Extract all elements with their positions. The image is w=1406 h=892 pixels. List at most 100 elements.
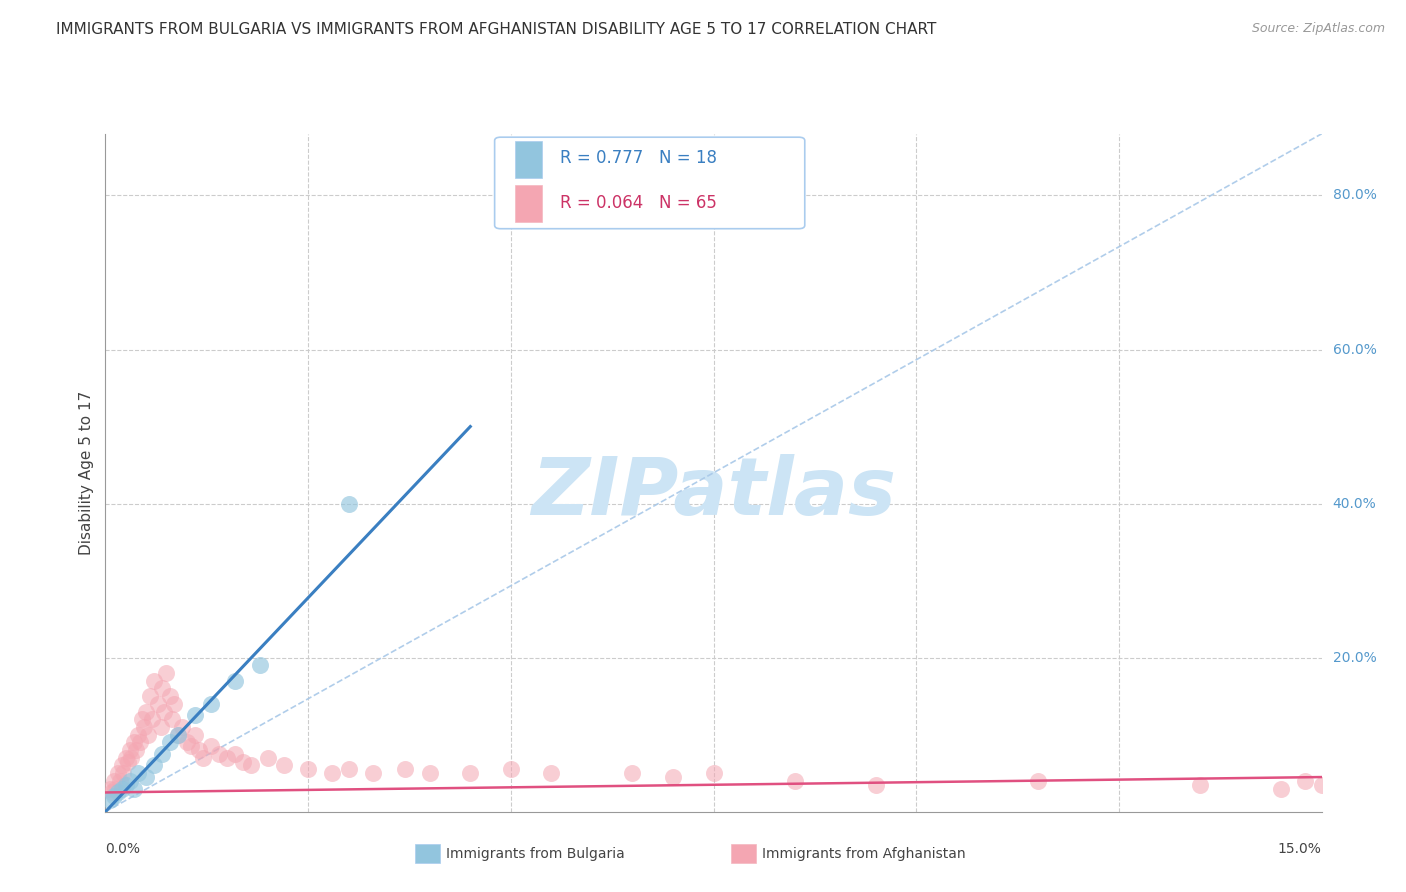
Point (114, 751, 136, 765)
Text: 60.0%: 60.0% (1333, 343, 1376, 357)
Point (172, 720, 194, 734)
Point (176, 735, 198, 749)
Point (183, 728, 205, 742)
Text: Immigrants from Afghanistan: Immigrants from Afghanistan (762, 847, 966, 861)
Point (180, 739, 202, 754)
Text: 15.0%: 15.0% (1278, 842, 1322, 856)
Point (337, 497, 360, 511)
Point (540, 766, 562, 780)
Text: 0.0%: 0.0% (105, 842, 141, 856)
Point (458, 766, 481, 780)
Point (111, 781, 134, 796)
Point (200, 739, 222, 754)
Point (621, 766, 644, 780)
Point (136, 728, 159, 742)
Point (159, 735, 181, 749)
Point (122, 781, 145, 796)
Text: ZIPatlas: ZIPatlas (531, 454, 896, 533)
Point (1294, 773, 1316, 788)
Point (146, 697, 169, 711)
Point (1026, 773, 1049, 788)
Point (394, 762, 416, 776)
Point (150, 747, 173, 761)
Point (134, 720, 156, 734)
Point (104, 781, 127, 796)
Point (163, 697, 186, 711)
Point (117, 755, 139, 769)
Point (167, 728, 190, 742)
Point (783, 773, 806, 788)
Point (98, 781, 121, 796)
Point (128, 735, 150, 749)
Point (141, 712, 163, 726)
Point (224, 747, 246, 761)
Point (143, 673, 166, 688)
Point (256, 751, 278, 765)
Point (143, 758, 166, 772)
Point (1310, 778, 1333, 792)
Point (131, 712, 153, 726)
Point (135, 705, 157, 719)
Point (187, 743, 209, 757)
Point (419, 766, 441, 780)
Point (118, 773, 141, 788)
Point (232, 755, 254, 769)
Point (200, 697, 222, 711)
Text: 80.0%: 80.0% (1333, 188, 1376, 202)
Point (107, 766, 129, 780)
Y-axis label: Disability Age 5 to 17: Disability Age 5 to 17 (79, 391, 94, 555)
Point (167, 728, 190, 742)
Text: Immigrants from Bulgaria: Immigrants from Bulgaria (446, 847, 624, 861)
Text: 20.0%: 20.0% (1333, 650, 1376, 665)
Point (127, 728, 149, 742)
Point (183, 708, 205, 723)
Point (159, 689, 181, 703)
Point (114, 778, 136, 792)
Point (191, 751, 214, 765)
Point (139, 689, 162, 703)
Point (160, 712, 183, 726)
Point (702, 766, 725, 780)
Point (208, 747, 231, 761)
Point (120, 751, 142, 765)
Text: R = 0.064   N = 65: R = 0.064 N = 65 (561, 194, 717, 212)
Point (103, 789, 125, 804)
Point (101, 785, 124, 799)
Point (361, 766, 384, 780)
Bar (516, 185, 543, 222)
Point (1189, 778, 1212, 792)
Point (118, 743, 141, 757)
Point (662, 770, 685, 784)
Point (321, 766, 343, 780)
Bar (516, 141, 543, 178)
Point (240, 758, 263, 772)
Point (337, 762, 360, 776)
Point (249, 658, 271, 673)
Point (155, 666, 177, 681)
Point (499, 762, 522, 776)
Point (224, 673, 246, 688)
Point (865, 778, 887, 792)
Point (125, 743, 148, 757)
Point (150, 681, 173, 696)
Point (297, 762, 319, 776)
Point (273, 758, 295, 772)
Point (153, 705, 176, 719)
FancyBboxPatch shape (495, 137, 804, 228)
Point (112, 766, 135, 780)
Text: Source: ZipAtlas.com: Source: ZipAtlas.com (1251, 22, 1385, 36)
Point (98, 793, 121, 807)
Point (217, 751, 239, 765)
Point (111, 758, 134, 772)
Point (107, 785, 129, 799)
Point (1270, 781, 1292, 796)
Text: R = 0.777   N = 18: R = 0.777 N = 18 (561, 149, 717, 167)
Point (108, 773, 131, 788)
Text: 40.0%: 40.0% (1333, 497, 1376, 510)
Point (135, 770, 157, 784)
Text: IMMIGRANTS FROM BULGARIA VS IMMIGRANTS FROM AFGHANISTAN DISABILITY AGE 5 TO 17 C: IMMIGRANTS FROM BULGARIA VS IMMIGRANTS F… (56, 22, 936, 37)
Point (122, 735, 145, 749)
Point (127, 766, 149, 780)
Point (103, 773, 125, 788)
Point (149, 720, 172, 734)
